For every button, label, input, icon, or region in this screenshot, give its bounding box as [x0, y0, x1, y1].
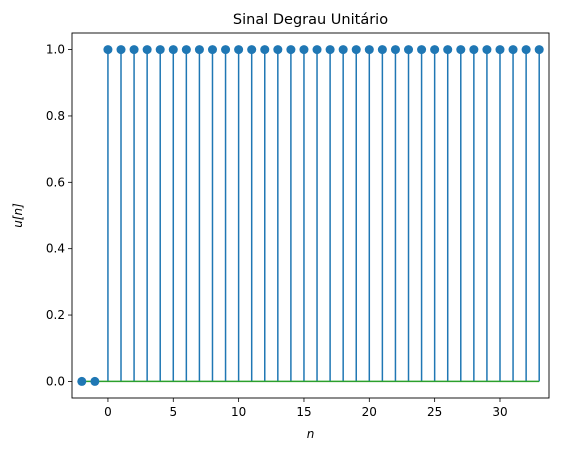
stem-marker — [404, 45, 414, 55]
x-axis-ticks: 0 5 10 15 20 25 30 — [104, 398, 508, 419]
stem-marker — [364, 45, 374, 55]
stem-marker — [103, 45, 113, 55]
x-tick-label: 0 — [104, 405, 112, 419]
x-axis-label: n — [307, 427, 315, 441]
stem-marker — [430, 45, 440, 55]
x-tick-label: 15 — [296, 405, 311, 419]
x-tick-label: 25 — [427, 405, 442, 419]
stem-marker — [299, 45, 309, 55]
stem-marker — [521, 45, 531, 55]
stem-marker — [155, 45, 165, 55]
stem-marker — [534, 45, 544, 55]
stem-marker — [286, 45, 296, 55]
stem-marker — [181, 45, 191, 55]
stem-markers — [77, 45, 544, 386]
y-tick-label: 1.0 — [46, 43, 65, 57]
stem-marker — [116, 45, 126, 55]
chart-title: Sinal Degrau Unitário — [233, 12, 388, 28]
stem-marker — [390, 45, 400, 55]
stem-marker — [338, 45, 348, 55]
stem-marker — [417, 45, 427, 55]
y-tick-label: 0.4 — [46, 242, 65, 256]
stem-marker — [482, 45, 492, 55]
stem-marker — [273, 45, 283, 55]
stem-marker — [377, 45, 387, 55]
x-tick-label: 10 — [231, 405, 246, 419]
stem-marker — [90, 376, 100, 386]
stem-marker — [443, 45, 453, 55]
stem-marker — [194, 45, 204, 55]
y-axis-ticks: 0.0 0.2 0.4 0.6 0.8 1.0 — [46, 43, 72, 388]
stem-marker — [260, 45, 270, 55]
stem-marker — [312, 45, 322, 55]
stem-marker — [325, 45, 335, 55]
stem-marker — [168, 45, 178, 55]
plot-area — [71, 32, 550, 399]
stem-marker — [469, 45, 479, 55]
stem-marker — [129, 45, 139, 55]
axes-frame — [71, 32, 550, 399]
stem-marker — [508, 45, 518, 55]
stem-marker — [247, 45, 257, 55]
y-tick-label: 0.2 — [46, 308, 65, 322]
x-tick-label: 30 — [492, 405, 507, 419]
y-tick-label: 0.0 — [46, 374, 65, 388]
stem-marker — [495, 45, 505, 55]
x-tick-label: 20 — [362, 405, 377, 419]
stem-marker — [142, 45, 152, 55]
x-tick-label: 5 — [169, 405, 177, 419]
stem-marker — [221, 45, 231, 55]
stem-marker — [234, 45, 244, 55]
y-tick-label: 0.8 — [46, 109, 65, 123]
y-axis-label: u[n] — [11, 203, 25, 228]
stem-marker — [77, 376, 87, 386]
stem-lines — [107, 49, 540, 382]
y-tick-label: 0.6 — [46, 175, 65, 189]
stem-marker — [456, 45, 466, 55]
stem-marker — [207, 45, 217, 55]
stem-marker — [351, 45, 361, 55]
